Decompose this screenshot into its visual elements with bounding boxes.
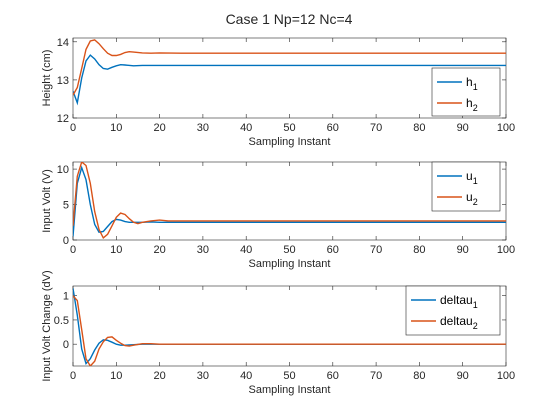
y-axis-label: Input Volt Change (dV)	[41, 270, 53, 381]
legend-entry-subscript: 2	[473, 103, 478, 113]
x-tick-label: 100	[497, 122, 515, 134]
x-tick-label: 50	[283, 122, 295, 134]
y-tick-label: 0.5	[54, 315, 69, 327]
x-tick-label: 90	[457, 244, 469, 256]
legend-entry-subscript: 1	[473, 82, 478, 92]
x-tick-label: 60	[327, 370, 339, 382]
legend-box	[405, 285, 501, 336]
x-tick-label: 90	[457, 370, 469, 382]
x-tick-label: 70	[370, 370, 382, 382]
x-tick-label: 30	[197, 122, 209, 134]
x-tick-label: 40	[240, 370, 252, 382]
x-tick-label: 20	[153, 370, 165, 382]
y-tick-label: 1	[63, 291, 69, 303]
x-tick-label: 10	[110, 370, 122, 382]
x-tick-label: 30	[197, 244, 209, 256]
y-axis-label: Height (cm)	[41, 50, 53, 107]
x-tick-label: 50	[283, 244, 295, 256]
y-tick-label: 13	[57, 75, 69, 87]
x-tick-label: 30	[197, 370, 209, 382]
x-tick-label: 80	[413, 122, 425, 134]
x-tick-label: 10	[110, 244, 122, 256]
x-tick-label: 20	[153, 122, 165, 134]
x-tick-label: 80	[413, 370, 425, 382]
series-line-h2	[73, 39, 506, 96]
x-tick-label: 80	[413, 244, 425, 256]
y-axis-label: Input Volt (V)	[41, 169, 53, 233]
x-tick-label: 60	[327, 122, 339, 134]
legend-entry-text: h1	[466, 75, 478, 92]
legend-entry-text: deltau1	[440, 293, 478, 310]
legend-entry-text: deltau2	[440, 314, 478, 331]
x-tick-label: 70	[370, 244, 382, 256]
legend-box	[431, 67, 501, 117]
x-tick-label: 100	[497, 244, 515, 256]
x-tick-label: 40	[240, 122, 252, 134]
subplot-2: 0 10 20 30 40 50 60 70 80 90 100 0 5 10 Sampling Insta…	[41, 161, 515, 270]
x-tick-label: 100	[497, 370, 515, 382]
x-axis-label: Sampling Instant	[249, 136, 331, 148]
x-tick-label: 60	[327, 244, 339, 256]
x-tick-label: 20	[153, 244, 165, 256]
y-tick-label: 0	[63, 235, 69, 247]
legend-entry-text: u1	[466, 169, 478, 186]
x-tick-label: 90	[457, 122, 469, 134]
y-tick-label: 5	[63, 200, 69, 212]
legend-box	[431, 161, 501, 212]
y-tick-label: 10	[57, 164, 69, 176]
y-tick-label: 12	[57, 113, 69, 125]
legend: h1 h2	[431, 67, 501, 117]
series-line-deltau2	[73, 295, 506, 366]
x-axis-label: Sampling Instant	[249, 384, 331, 396]
x-tick-label: 0	[70, 122, 76, 134]
series-line-u1	[73, 165, 506, 237]
x-tick-label: 0	[70, 244, 76, 256]
legend-entry-subscript: 1	[473, 176, 478, 186]
legend: u1 u2	[431, 161, 501, 212]
legend-entry-text: u2	[466, 190, 478, 207]
x-tick-label: 10	[110, 122, 122, 134]
y-tick-label: 14	[57, 37, 69, 49]
legend-entry-subscript: 2	[473, 197, 478, 207]
x-tick-label: 0	[70, 370, 76, 382]
x-axis-label: Sampling Instant	[249, 258, 331, 270]
legend-entry-subscript: 1	[473, 300, 478, 310]
y-tick-label: 0	[63, 339, 69, 351]
figure-title: Case 1 Np=12 Nc=4	[226, 11, 353, 27]
subplot-3: 0 10 20 30 40 50 60 70 80 90 100 0 0.5 1 Sampling Inst…	[41, 270, 515, 396]
legend-entry-text: h2	[466, 96, 478, 113]
legend-entry-subscript: 2	[473, 321, 478, 331]
x-tick-label: 50	[283, 370, 295, 382]
series-line-h1	[73, 54, 506, 106]
x-tick-label: 70	[370, 122, 382, 134]
legend: deltau1 deltau2	[405, 285, 501, 336]
series-line-u2	[73, 162, 506, 240]
x-tick-label: 40	[240, 244, 252, 256]
